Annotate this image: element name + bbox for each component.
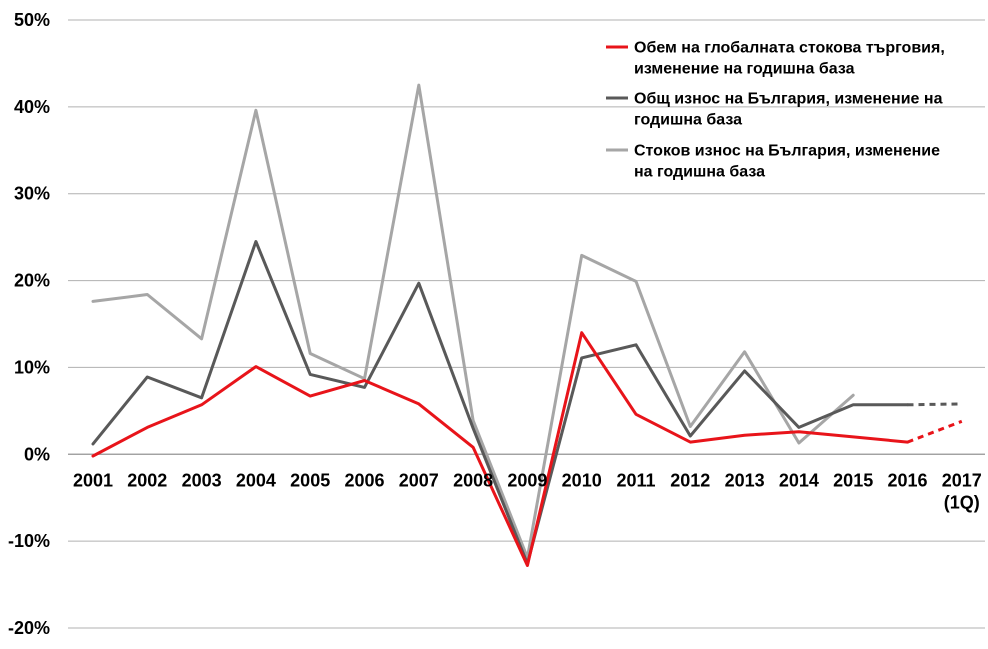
x-tick-label: 2008 [453,470,493,490]
series-line-0 [91,331,909,567]
series-line-2 [91,83,855,560]
x-tick-label: 2006 [344,470,384,490]
x-axis-ticks: 2001 2002 2003 2004 2005 2006 2007 2008 2009 2010… [73,470,982,512]
y-tick-label: 30% [14,184,50,204]
x-tick-label: 2003 [182,470,222,490]
series-line-dashed-0 [906,419,963,444]
y-tick-label: 0% [24,444,50,464]
y-tick-label: 40% [14,97,50,117]
x-tick-label: 2014 [779,470,819,490]
y-tick-label: 50% [14,10,50,30]
x-tick-label: 2009 [507,470,547,490]
x-tick-label: 2016 [887,470,927,490]
series-line-dashed-1 [907,402,962,407]
data-series [91,83,963,567]
y-tick-label: -20% [8,618,50,638]
legend-label-1: Общ износ на България, изменение на годиш… [634,91,943,129]
grid-lines [68,19,985,629]
x-tick-label: 2001 [73,470,113,490]
x-tick-label: 2013 [725,470,765,490]
y-tick-label: -10% [8,531,50,551]
x-tick-label: 2012 [670,470,710,490]
x-tick-label: 2010 [562,470,602,490]
x-tick-label: 2004 [236,470,276,490]
x-tick-label: 2011 [616,470,655,490]
x-tick-label: 2002 [127,470,167,490]
x-tick-label: 2005 [290,470,330,490]
y-axis-ticks: -20% -10% 0% 10% 20% 30% 40% 50% [8,10,50,638]
x-tick-label: 2015 [833,470,873,490]
x-tick-label: 2017 (1Q) [942,470,982,512]
series-line-1 [91,240,909,566]
legend-label-0: Обем на глобалната стокова търговия, изме… [634,40,945,78]
y-tick-label: 20% [14,271,50,291]
legend: Обем на глобалната стокова търговия, изме… [606,40,945,181]
x-tick-label: 2007 [399,470,439,490]
legend-label-2: Стоков износ на България, изменение на го… [634,143,940,181]
y-tick-label: 10% [14,357,50,377]
